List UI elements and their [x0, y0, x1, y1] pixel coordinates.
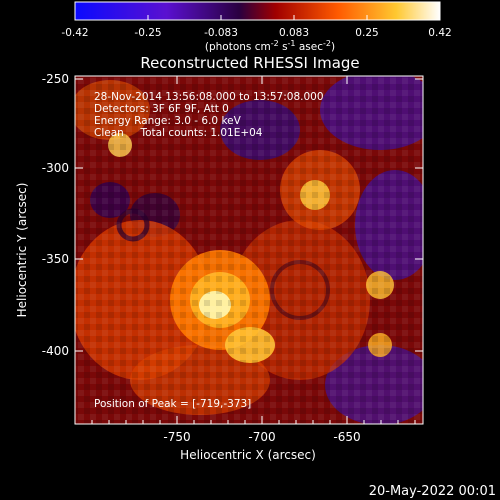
- solar-image: [75, 76, 423, 424]
- info-line-clean: Clean Total counts: 1.01E+04: [94, 127, 263, 139]
- y-tick-label: -400: [42, 344, 69, 358]
- colorbar: -0.42 -0.25 -0.083 0.083 0.25 0.42 (photons c…: [61, 1, 452, 53]
- info-line-detectors: Detectors: 3F 6F 9F, Att 0: [94, 103, 229, 115]
- colorbar-tick-label: 0.42: [428, 27, 451, 39]
- y-axis-ticks: -250 -300 -350 -400: [42, 72, 423, 358]
- colorbar-tick-marks: [74, 15, 441, 20]
- peak-position-label: Position of Peak = [-719,-373]: [94, 398, 251, 410]
- info-line-energy: Energy Range: 3.0 - 6.0 keV: [94, 115, 242, 127]
- x-axis-label: Heliocentric X (arcsec): [180, 448, 316, 462]
- colorbar-tick-labels: -0.42 -0.25 -0.083 0.083 0.25 0.42: [61, 27, 451, 39]
- colorbar-tick-label: 0.25: [355, 27, 378, 39]
- y-tick-label: -250: [42, 72, 69, 86]
- x-tick-label: -700: [248, 430, 275, 444]
- y-tick-label: -350: [42, 252, 69, 266]
- x-tick-label: -650: [333, 430, 360, 444]
- colorbar-gradient: [74, 1, 441, 21]
- footer-date: 20-May-2022 00:01: [369, 484, 496, 499]
- y-tick-label: -300: [42, 161, 69, 175]
- x-tick-label: -750: [163, 430, 190, 444]
- plot-title: Reconstructed RHESSI Image: [140, 54, 359, 72]
- colorbar-tick-label: -0.42: [61, 27, 88, 39]
- info-line-time: 28-Nov-2014 13:56:08.000 to 13:57:08.000: [94, 91, 324, 103]
- x-axis-ticks: -750 -700 -650: [91, 76, 416, 444]
- y-axis-label: Heliocentric Y (arcsec): [15, 183, 29, 318]
- plot-frame: [74, 75, 424, 425]
- colorbar-tick-label: 0.083: [279, 27, 309, 39]
- colorbar-tick-label: -0.25: [134, 27, 161, 39]
- colorbar-tick-label: -0.083: [204, 27, 238, 39]
- info-annotation: 28-Nov-2014 13:56:08.000 to 13:57:08.000…: [94, 91, 324, 139]
- colorbar-units: (photons cm-2 s-1 asec-2): [205, 39, 335, 53]
